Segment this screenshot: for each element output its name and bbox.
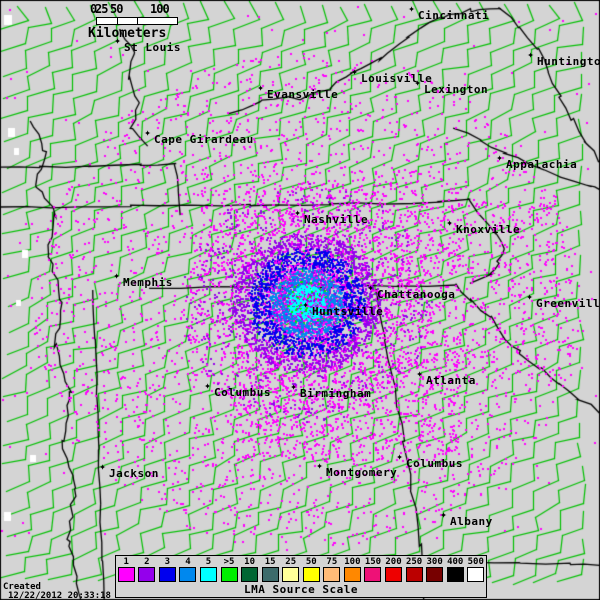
created-timestamp: 12/22/2012 20:33:18 [8, 591, 111, 600]
legend-entry: 150 [363, 557, 384, 582]
legend-title: LMA Source Scale [244, 583, 358, 596]
legend-entry: >5 [219, 557, 240, 582]
legend-entry: 1 [116, 557, 137, 582]
legend-color-swatch [426, 567, 444, 582]
legend-color-swatch [158, 567, 176, 582]
legend-entry: 100 [342, 557, 363, 582]
legend-entry-label: 100 [344, 557, 361, 567]
legend-entry-label: 300 [426, 557, 443, 567]
legend-color-swatch [364, 567, 382, 582]
legend-entry-label: 200 [385, 557, 402, 567]
legend-entry-label: 500 [467, 557, 484, 567]
legend-entry-label: 3 [164, 557, 171, 567]
legend-color-swatch [302, 567, 320, 582]
legend-entry-label: 2 [144, 557, 150, 567]
legend-color-swatch [241, 567, 259, 582]
legend-panel: 1 2 3 4 5 >5 10 15 25 50 75 100 150 200 250 300 400 500 L… [115, 555, 487, 598]
legend-entry: 200 [383, 557, 404, 582]
legend-swatch-row: 1 2 3 4 5 >5 10 15 25 50 75 100 150 200 250 300 400 500 [116, 556, 486, 582]
legend-color-swatch [446, 567, 464, 582]
legend-entry: 10 [239, 557, 260, 582]
legend-entry-label: 75 [326, 557, 338, 567]
legend-entry-label: 10 [244, 557, 256, 567]
legend-entry: 400 [445, 557, 466, 582]
legend-entry-label: 5 [205, 557, 212, 567]
legend-color-swatch [261, 567, 279, 582]
legend-entry: 15 [260, 557, 281, 582]
legend-entry-label: 400 [447, 557, 464, 567]
legend-color-swatch [343, 567, 361, 582]
legend-color-swatch [199, 567, 217, 582]
legend-entry-label: 150 [364, 557, 382, 567]
legend-entry: 75 [322, 557, 343, 582]
legend-color-swatch [405, 567, 423, 582]
legend-color-swatch [323, 567, 341, 582]
legend-color-swatch [179, 567, 197, 582]
legend-color-swatch [385, 567, 403, 582]
created-stamp: Created 12/22/2012 20:33:18 [3, 583, 111, 600]
legend-entry-label: 25 [285, 557, 297, 567]
legend-color-swatch [282, 567, 300, 582]
legend-entry-label: 250 [405, 557, 423, 567]
legend-color-swatch [467, 567, 485, 582]
legend-entry-label: 1 [123, 557, 129, 567]
legend-color-swatch [117, 567, 135, 582]
legend-entry-label: 4 [185, 557, 191, 567]
legend-entry-label: 15 [264, 557, 276, 567]
legend-entry-label: 50 [305, 557, 317, 567]
legend-entry: 5 [198, 557, 219, 582]
legend-entry: 50 [301, 557, 322, 582]
legend-color-swatch [220, 567, 238, 582]
legend-entry: 2 [137, 557, 158, 582]
legend-entry: 250 [404, 557, 425, 582]
legend-color-swatch [138, 567, 156, 582]
created-label: Created [3, 582, 41, 592]
legend-entry: 4 [178, 557, 199, 582]
legend-entry-label: >5 [223, 557, 235, 567]
legend-entry: 25 [280, 557, 301, 582]
legend-entry: 300 [424, 557, 445, 582]
legend-entry: 3 [157, 557, 178, 582]
legend-entry: 500 [466, 557, 487, 582]
